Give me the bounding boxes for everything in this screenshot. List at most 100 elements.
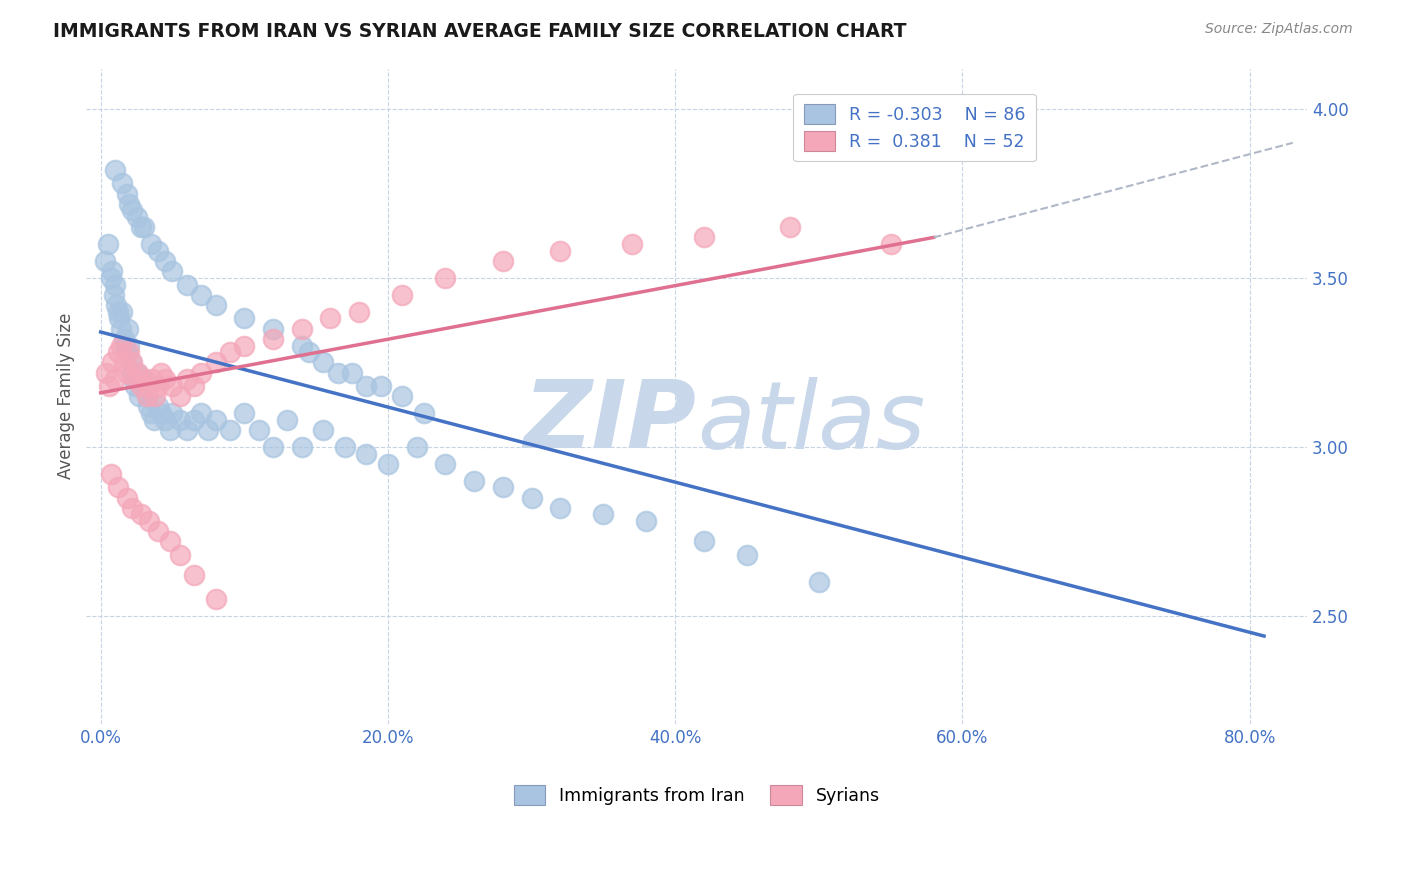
Point	[94, 254, 117, 268]
Point	[135, 389, 157, 403]
Point	[340, 366, 363, 380]
Point	[121, 366, 143, 380]
Point	[138, 379, 160, 393]
Point	[219, 423, 242, 437]
Point	[162, 264, 184, 278]
Point	[159, 534, 181, 549]
Point	[143, 389, 166, 403]
Point	[176, 372, 198, 386]
Point	[114, 338, 136, 352]
Point	[125, 366, 148, 380]
Point	[298, 345, 321, 359]
Point	[356, 447, 378, 461]
Point	[132, 220, 155, 235]
Point	[693, 534, 716, 549]
Point	[142, 413, 165, 427]
Point	[391, 288, 413, 302]
Point	[183, 413, 205, 427]
Point	[117, 321, 139, 335]
Point	[247, 423, 270, 437]
Point	[412, 406, 434, 420]
Point	[162, 406, 184, 420]
Point	[520, 491, 543, 505]
Point	[169, 548, 191, 562]
Point	[356, 379, 378, 393]
Point	[262, 321, 284, 335]
Point	[183, 379, 205, 393]
Point	[120, 355, 142, 369]
Point	[492, 480, 515, 494]
Point	[735, 548, 758, 562]
Point	[169, 389, 191, 403]
Point	[110, 321, 132, 335]
Point	[176, 423, 198, 437]
Point	[204, 355, 226, 369]
Point	[204, 298, 226, 312]
Point	[115, 491, 138, 505]
Text: IMMIGRANTS FROM IRAN VS SYRIAN AVERAGE FAMILY SIZE CORRELATION CHART: IMMIGRANTS FROM IRAN VS SYRIAN AVERAGE F…	[53, 22, 907, 41]
Point	[121, 203, 143, 218]
Point	[132, 372, 155, 386]
Point	[100, 467, 122, 481]
Point	[169, 413, 191, 427]
Point	[121, 355, 143, 369]
Point	[112, 355, 135, 369]
Point	[139, 237, 162, 252]
Point	[146, 400, 169, 414]
Point	[636, 514, 658, 528]
Point	[621, 237, 644, 252]
Legend: Immigrants from Iran, Syrians: Immigrants from Iran, Syrians	[506, 779, 887, 813]
Point	[347, 304, 370, 318]
Point	[155, 254, 177, 268]
Point	[159, 423, 181, 437]
Point	[291, 321, 314, 335]
Point	[129, 220, 152, 235]
Point	[104, 372, 127, 386]
Point	[110, 338, 132, 352]
Point	[128, 389, 150, 403]
Point	[548, 244, 571, 258]
Point	[136, 400, 159, 414]
Point	[183, 568, 205, 582]
Point	[326, 366, 349, 380]
Point	[434, 457, 457, 471]
Point	[377, 457, 399, 471]
Point	[262, 332, 284, 346]
Point	[118, 196, 141, 211]
Point	[146, 244, 169, 258]
Point	[111, 304, 134, 318]
Point	[103, 288, 125, 302]
Point	[291, 440, 314, 454]
Point	[233, 311, 256, 326]
Point	[149, 406, 172, 420]
Point	[276, 413, 298, 427]
Point	[118, 338, 141, 352]
Point	[149, 366, 172, 380]
Point	[262, 440, 284, 454]
Point	[492, 254, 515, 268]
Point	[312, 355, 335, 369]
Point	[370, 379, 392, 393]
Point	[100, 271, 122, 285]
Point	[548, 500, 571, 515]
Point	[146, 379, 169, 393]
Point	[693, 230, 716, 244]
Point	[135, 389, 157, 403]
Point	[129, 379, 152, 393]
Text: ZIP: ZIP	[524, 376, 697, 468]
Point	[291, 338, 314, 352]
Point	[118, 345, 141, 359]
Point	[807, 574, 830, 589]
Point	[124, 379, 146, 393]
Point	[98, 379, 121, 393]
Point	[97, 237, 120, 252]
Point	[879, 237, 901, 252]
Point	[176, 277, 198, 292]
Point	[162, 379, 184, 393]
Point	[111, 177, 134, 191]
Point	[108, 311, 131, 326]
Point	[107, 304, 129, 318]
Point	[124, 372, 146, 386]
Point	[190, 366, 212, 380]
Point	[233, 406, 256, 420]
